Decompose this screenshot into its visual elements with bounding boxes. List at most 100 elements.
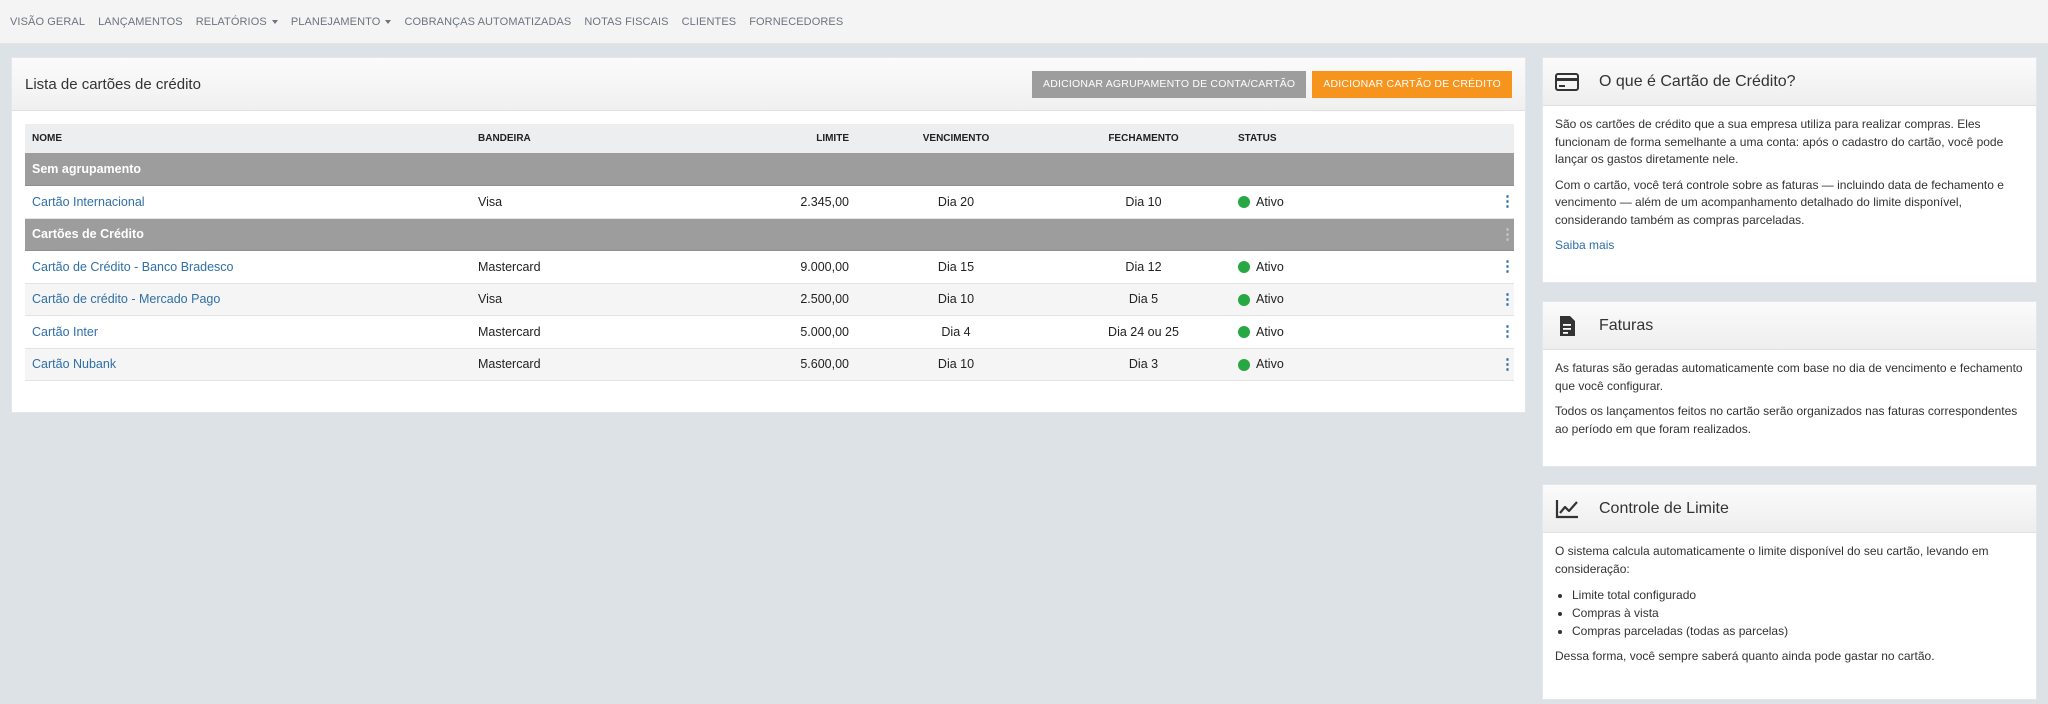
limit-factors-list: Limite total configurado Compras à vista… [1572,586,2024,640]
card-status: Ativo [1231,283,1361,316]
info-card-credit-body: São os cartões de crédito que a sua empr… [1543,106,2036,273]
row-menu[interactable]: ⋮ [1361,315,1515,349]
status-dot-icon [1238,293,1250,306]
row-menu[interactable]: ⋮ [1361,250,1515,284]
card-vencimento: Dia 10 [856,348,1056,381]
credit-card-icon [1555,70,1579,94]
card-fechamento: Dia 24 ou 25 [1056,315,1231,349]
group-label: Sem agrupamento [25,153,1361,186]
kebab-menu-icon[interactable]: ⋮ [1500,193,1515,211]
group-menu[interactable]: ⋮ [1361,218,1515,251]
info-card-limit-title: Controle de Limite [1599,499,1729,517]
group-label: Cartões de Crédito [25,218,1361,251]
card-name-link[interactable]: Cartão Nubank [32,357,117,372]
col-fechamento[interactable]: FECHAMENTO [1108,133,1179,144]
card-fechamento: Dia 5 [1056,283,1231,316]
info-card-invoices: Faturas As faturas são geradas automatic… [1542,301,2037,467]
table-row: Cartão Nubank Mastercard 5.600,00 Dia 10… [25,348,1515,381]
table-row: Cartão Inter Mastercard 5.000,00 Dia 4 D… [25,315,1515,349]
info-card-invoices-header: Faturas [1543,302,2036,350]
nav-visao-geral[interactable]: VISÃO GERAL [10,15,86,28]
card-fechamento: Dia 3 [1056,348,1231,381]
card-limite: 9.000,00 [681,250,856,284]
status-dot-icon [1238,261,1250,274]
cards-panel-header: Lista de cartões de crédito ADICIONAR AG… [12,58,1525,111]
col-nome[interactable]: NOME [32,133,62,144]
cards-panel: Lista de cartões de crédito ADICIONAR AG… [11,57,1526,413]
card-status: Ativo [1231,348,1361,381]
invoice-icon [1555,314,1579,338]
cards-table: NOME BANDEIRA LIMITE VENCIMENTO FECHAMEN… [25,124,1515,381]
row-menu[interactable]: ⋮ [1361,348,1515,381]
info-card-invoices-body: As faturas são geradas automaticamente c… [1543,350,2036,456]
nav-planejamento[interactable]: PLANEJAMENTO [291,16,392,28]
line-chart-icon [1555,497,1579,521]
status-label: Ativo [1256,357,1284,372]
table-row: Cartão de Crédito - Banco Bradesco Maste… [25,250,1515,284]
nav-lancamentos[interactable]: LANÇAMENTOS [98,15,183,28]
status-dot-icon [1238,196,1250,209]
kebab-menu-icon[interactable]: ⋮ [1500,290,1515,308]
paragraph: O sistema calcula automaticamente o limi… [1555,544,1989,576]
card-vencimento: Dia 20 [856,185,1056,219]
row-menu[interactable]: ⋮ [1361,185,1515,219]
list-item: Compras à vista [1572,604,2024,622]
card-name-link[interactable]: Cartão Inter [32,324,99,339]
info-card-credit-header: O que é Cartão de Crédito? [1543,58,2036,106]
kebab-menu-icon[interactable]: ⋮ [1500,225,1515,243]
kebab-menu-icon[interactable]: ⋮ [1500,323,1515,341]
paragraph: Todos os lançamentos feitos no cartão se… [1555,404,2018,436]
group-row-sem-agrupamento: Sem agrupamento [25,153,1514,186]
kebab-menu-icon[interactable]: ⋮ [1500,258,1515,276]
card-limite: 2.500,00 [681,283,856,316]
list-item: Compras parceladas (todas as parcelas) [1572,622,2024,640]
paragraph: São os cartões de crédito que a sua empr… [1555,117,2004,166]
col-limite[interactable]: LIMITE [816,133,849,144]
list-item: Limite total configurado [1572,586,2024,604]
col-actions [1361,124,1514,153]
card-name-link[interactable]: Cartão de Crédito - Banco Bradesco [32,259,234,274]
col-bandeira[interactable]: BANDEIRA [478,133,531,144]
info-card-credit: O que é Cartão de Crédito? São os cartõe… [1542,57,2037,283]
nav-clientes[interactable]: CLIENTES [681,15,737,28]
paragraph: Dessa forma, você sempre saberá quanto a… [1555,649,1935,663]
add-card-button[interactable]: ADICIONAR CARTÃO DE CRÉDITO [1312,70,1512,98]
status-label: Ativo [1256,259,1284,274]
caret-down-icon [271,19,278,24]
page-title: Lista de cartões de crédito [25,75,201,93]
learn-more-link[interactable]: Saiba mais [1555,238,1615,252]
table-row: Cartão de crédito - Mercado Pago Visa 2.… [25,283,1515,316]
nav-relatorios[interactable]: RELATÓRIOS [196,16,278,28]
status-label: Ativo [1256,324,1284,339]
card-bandeira: Visa [471,283,681,316]
info-card-credit-title: O que é Cartão de Crédito? [1599,72,1796,90]
paragraph: As faturas são geradas automaticamente c… [1555,361,2023,393]
status-dot-icon [1238,326,1250,339]
card-limite: 5.000,00 [681,315,856,349]
nav-notas-fiscais[interactable]: NOTAS FISCAIS [584,15,669,28]
card-status: Ativo [1231,185,1361,219]
info-card-limit-header: Controle de Limite [1543,485,2036,533]
card-name-link[interactable]: Cartão de crédito - Mercado Pago [32,292,221,307]
card-fechamento: Dia 12 [1056,250,1231,284]
card-fechamento: Dia 10 [1056,185,1231,219]
nav-cobrancas[interactable]: COBRANÇAS AUTOMATIZADAS [404,15,572,28]
col-vencimento[interactable]: VENCIMENTO [922,133,990,144]
add-group-button[interactable]: ADICIONAR AGRUPAMENTO DE CONTA/CARTÃO [1032,70,1307,98]
table-row: Cartão Internacional Visa 2.345,00 Dia 2… [25,185,1515,219]
card-status: Ativo [1231,250,1361,284]
card-name-link[interactable]: Cartão Internacional [32,194,145,209]
nav-fornecedores[interactable]: FORNECEDORES [749,15,844,28]
status-label: Ativo [1256,194,1284,209]
card-vencimento: Dia 10 [856,283,1056,316]
card-limite: 2.345,00 [681,185,856,219]
kebab-menu-icon[interactable]: ⋮ [1500,355,1515,373]
card-bandeira: Mastercard [471,348,681,381]
nav-relatorios-label: RELATÓRIOS [195,15,267,28]
card-bandeira: Mastercard [471,250,681,284]
paragraph: Com o cartão, você terá controle sobre a… [1555,177,2004,227]
col-status[interactable]: STATUS [1238,133,1277,144]
card-bandeira: Mastercard [471,315,681,349]
table-header-row: NOME BANDEIRA LIMITE VENCIMENTO FECHAMEN… [25,124,1514,153]
row-menu[interactable]: ⋮ [1361,283,1515,316]
